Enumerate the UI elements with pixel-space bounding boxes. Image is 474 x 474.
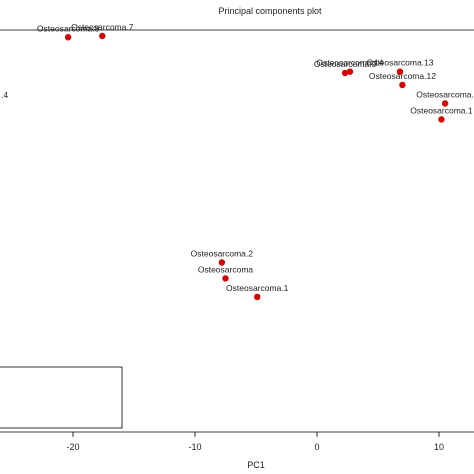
- x-tick-label: -20: [66, 442, 79, 452]
- data-point: [396, 68, 404, 75]
- x-tick-label: -10: [188, 442, 201, 452]
- point-label: Osteosarcoma.1: [226, 283, 289, 293]
- chart-title: Principal components plot: [218, 6, 322, 16]
- x-axis-ticks: -20 -10 0 10: [66, 432, 444, 452]
- data-point: [341, 69, 349, 77]
- point-label: Osteosarcoma.9: [314, 59, 377, 69]
- x-tick-label: 10: [434, 442, 444, 452]
- point-label: Osteosarcoma.14: [316, 58, 383, 68]
- point-label: Osteosarcoma.8: [37, 23, 100, 33]
- x-tick-label: 0: [314, 442, 319, 452]
- point-label: Osteosarcoma.1: [410, 105, 473, 115]
- legend-box: [0, 366, 123, 429]
- data-point: [441, 100, 449, 107]
- point-label: Osteosarcoma.13: [366, 58, 433, 68]
- data-point: [64, 34, 72, 41]
- data-point: [218, 259, 226, 266]
- x-axis-label: PC1: [247, 460, 265, 470]
- data-point: [222, 275, 229, 282]
- point-label: Osteosarcoma: [198, 264, 254, 274]
- point-label: .4: [1, 90, 8, 100]
- point-label: Osteosarcoma.12: [369, 71, 436, 81]
- data-point: [346, 68, 354, 75]
- data-point: [399, 81, 406, 89]
- point-label: Osteosarcoma.7: [71, 22, 134, 32]
- data-point: [438, 116, 445, 123]
- data-point: [254, 293, 261, 301]
- point-label: Osteosarcoma.2: [191, 249, 254, 259]
- data-point: [99, 32, 106, 40]
- point-label: Osteosarcoma.: [416, 90, 474, 100]
